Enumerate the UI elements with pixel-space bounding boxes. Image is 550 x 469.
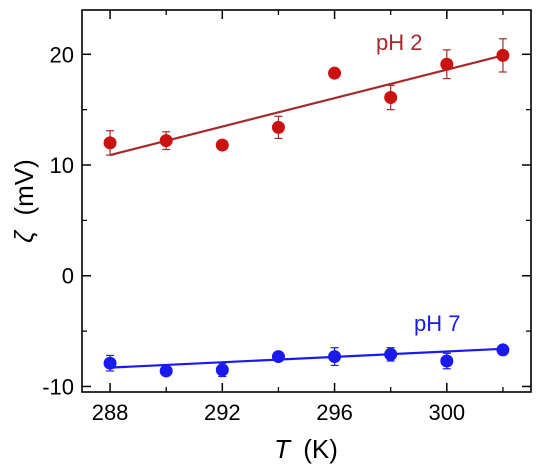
data-point-ph7 (103, 356, 117, 370)
fit-lines (109, 54, 504, 369)
x-tick-label: 300 (428, 400, 465, 425)
data-point-ph2 (384, 90, 398, 104)
data-point-ph2 (496, 48, 510, 62)
data-point-ph2 (103, 136, 117, 150)
data-point-ph7 (159, 364, 173, 378)
tick-labels: 288 292 296 300 -10 0 10 20 (42, 42, 465, 425)
data-point-ph2 (215, 138, 229, 152)
x-tick-label: 296 (316, 400, 353, 425)
x-axis-unit: (K) (303, 434, 338, 464)
fit-line-ph7 (110, 347, 503, 369)
axis-ticks (82, 10, 531, 392)
y-axis-unit: (mV) (9, 159, 39, 215)
y-tick-label: 0 (62, 264, 74, 289)
y-tick-label: -10 (42, 374, 74, 399)
y-axis-symbol: ζ (9, 229, 39, 243)
data-point-ph7 (328, 350, 342, 364)
data-point-ph7 (440, 354, 454, 368)
x-tick-label: 288 (92, 400, 129, 425)
data-point-ph7 (496, 343, 510, 357)
x-axis-symbol: T (274, 434, 292, 464)
plot-frame (81, 9, 532, 393)
plot-area-border (81, 9, 532, 393)
y-axis-label: ζ (mV) (9, 159, 39, 243)
data-point-ph2 (271, 120, 285, 134)
data-point-ph2 (440, 57, 454, 71)
y-tick-label: 10 (50, 153, 74, 178)
x-axis-label: T (K) (274, 434, 338, 464)
data-point-ph7 (215, 363, 229, 377)
fit-line-ph2 (109, 54, 504, 157)
data-point-ph7 (271, 350, 285, 364)
data-point-ph2 (328, 66, 342, 80)
series-label-ph7: pH 7 (414, 311, 460, 336)
series-label-ph2: pH 2 (376, 30, 422, 55)
x-tick-label: 292 (204, 400, 241, 425)
y-tick-label: 20 (50, 42, 74, 67)
data-points (103, 48, 510, 378)
data-point-ph2 (159, 134, 173, 148)
data-point-ph7 (384, 347, 398, 361)
